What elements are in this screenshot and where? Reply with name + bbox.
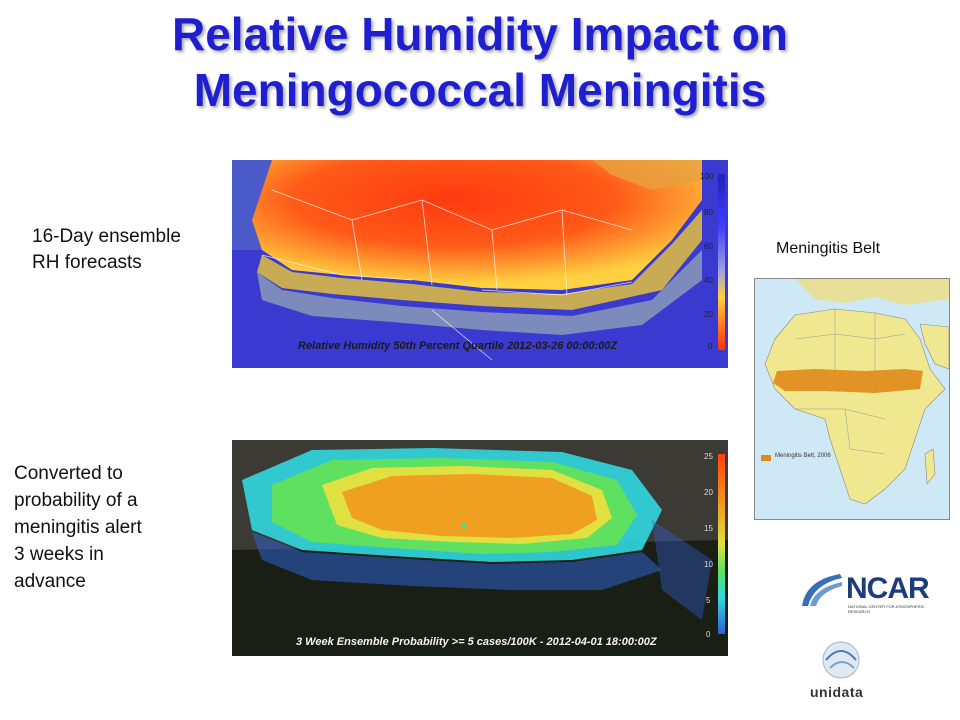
rh-tick: 100: [700, 172, 714, 181]
rh-tick: 60: [704, 242, 713, 251]
rh-colorbar: [718, 174, 725, 350]
meningitis-belt-map: Meningitis Belt, 2006: [754, 278, 950, 520]
prob-tick: 10: [704, 560, 713, 569]
unidata-logo: unidata: [806, 638, 876, 702]
prob-map-graphic: [232, 440, 728, 656]
prob-tick: 20: [704, 488, 713, 497]
rh-map-graphic: [232, 160, 728, 368]
probability-map: 25 20 15 10 5 0 3 Week Ensemble Probabil…: [232, 440, 728, 656]
belt-legend-label: Meningitis Belt, 2006: [775, 453, 831, 459]
unidata-globe-icon: [822, 641, 860, 679]
belt-map-title: Meningitis Belt: [776, 240, 881, 257]
rh-tick: 20: [704, 310, 713, 319]
title-line-2: Meningococcal Meningitis: [193, 64, 767, 116]
ncar-logo: NCAR NATIONAL CENTER FOR ATMOSPHERIC RES…: [800, 572, 930, 614]
rh-forecast-label: 16-Day ensemble RH forecasts: [32, 226, 181, 273]
rh-map-caption: Relative Humidity 50th Percent Quartile …: [298, 340, 618, 352]
belt-map-graphic: [755, 279, 949, 519]
rh-forecast-map: 100 80 60 40 20 0 Relative Humidity 50th…: [232, 160, 728, 368]
ncar-swoosh-icon: [802, 574, 842, 606]
rh-tick: 80: [704, 208, 713, 217]
prob-map-caption: 3 Week Ensemble Probability >= 5 cases/1…: [296, 636, 657, 648]
probability-label: Converted to probability of a meningitis…: [14, 463, 142, 592]
prob-colorbar: [718, 454, 725, 634]
prob-tick: 5: [706, 596, 711, 605]
belt-band: [773, 369, 923, 393]
belt-legend-swatch: [761, 455, 771, 461]
rh-tick: 0: [708, 342, 713, 351]
prob-tick: 15: [704, 524, 713, 533]
rh-tick: 40: [704, 276, 713, 285]
prob-tick: 0: [706, 630, 711, 639]
slide-title: Relative Humidity Impact on Meningococca…: [0, 6, 960, 118]
prob-tick: 25: [704, 452, 713, 461]
title-line-1: Relative Humidity Impact on: [171, 8, 788, 60]
